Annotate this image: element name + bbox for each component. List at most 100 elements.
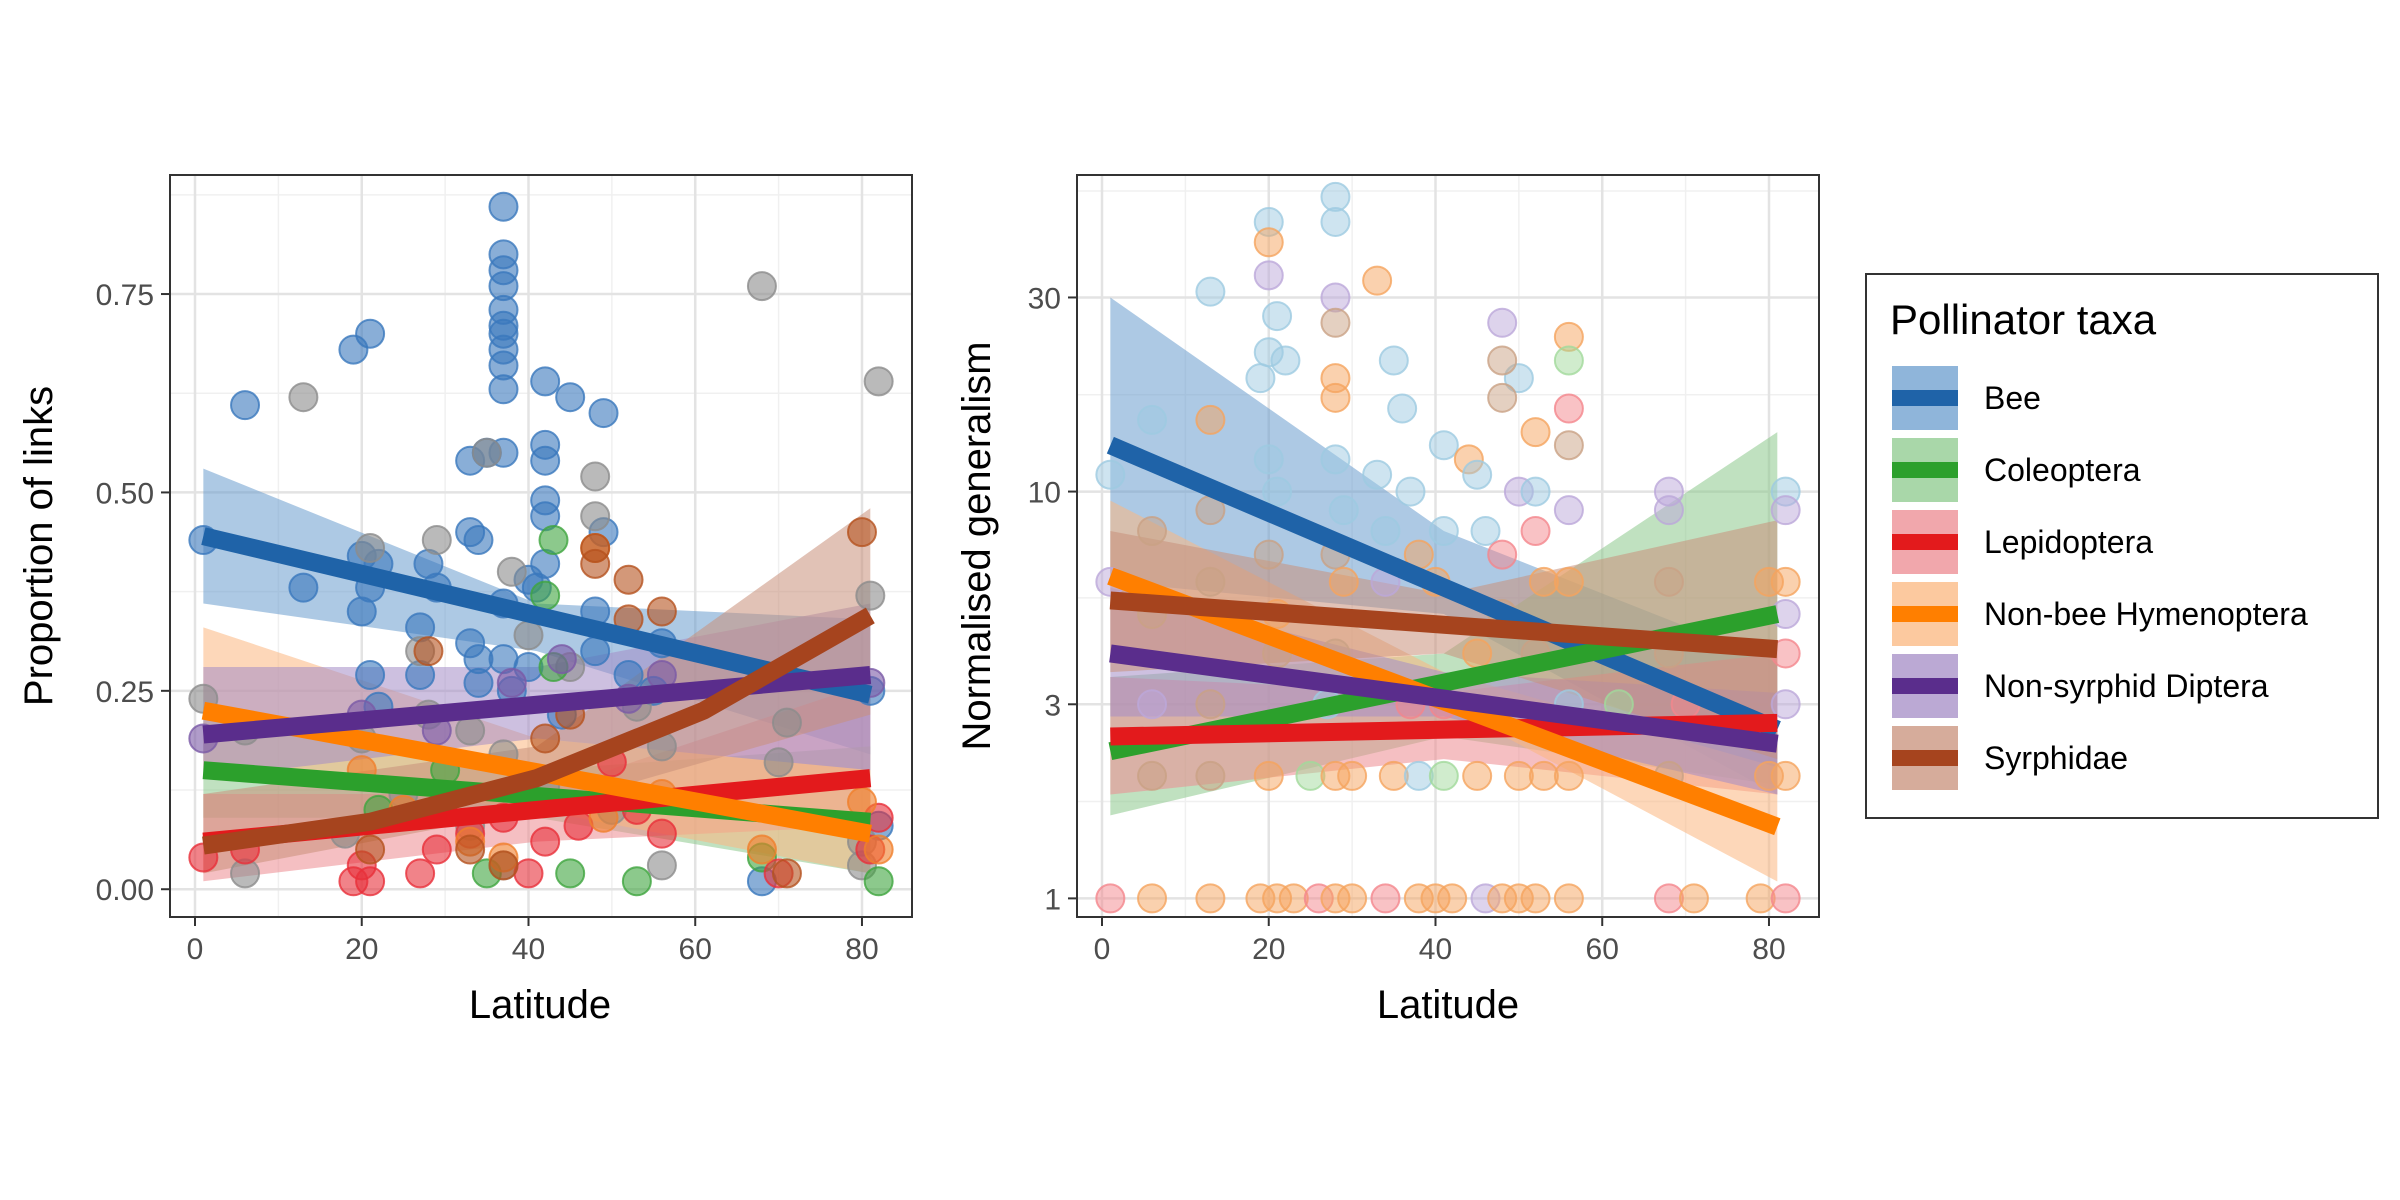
point-non-bee-hymenoptera-127	[863, 834, 894, 865]
point-non-syrphid-diptera-104	[1770, 495, 1801, 526]
panel-border-left	[169, 174, 913, 918]
point-other-67	[496, 556, 527, 587]
point-lepidoptera-106	[421, 834, 452, 865]
point-coleoptera-25	[1295, 760, 1326, 791]
point-non-bee-hymenoptera-31	[1462, 760, 1493, 791]
y-axis-title-right: Normalised generalism	[955, 341, 999, 750]
point-syrphidae-141	[613, 564, 644, 595]
point-non-bee-hymenoptera-53	[1195, 404, 1226, 435]
point-lepidoptera-104	[355, 866, 386, 897]
point-lepidoptera-95	[1520, 515, 1551, 546]
point-bee-21	[463, 667, 494, 698]
point-non-syrphid-diptera-47	[1487, 307, 1518, 338]
legend-label-non-bee-hymenoptera: Non-bee Hymenoptera	[1984, 596, 2308, 632]
point-non-bee-hymenoptera-37	[1770, 760, 1801, 791]
point-other-65	[863, 366, 894, 397]
y-tick-label-2: 10	[1028, 477, 1061, 510]
point-bee-44	[555, 382, 586, 413]
point-bee-82	[1362, 459, 1393, 490]
point-non-bee-hymenoptera-66	[1520, 417, 1551, 448]
point-syrphidae-143	[646, 596, 677, 627]
point-non-bee-hymenoptera-27	[1337, 760, 1368, 791]
point-other-63	[580, 501, 611, 532]
point-bee-2	[288, 572, 319, 603]
point-lepidoptera-21	[1770, 883, 1801, 914]
x-axis-title-right: Latitude	[1377, 983, 1519, 1027]
point-non-bee-hymenoptera-17	[1553, 883, 1584, 914]
point-bee-78	[1320, 444, 1351, 475]
point-other-60	[421, 525, 452, 556]
y-axis-title-left: Proportion of links	[17, 386, 61, 706]
x-axis-title-left: Latitude	[469, 983, 611, 1027]
point-non-bee-hymenoptera-19	[1678, 883, 1709, 914]
point-syrphidae-76	[1253, 539, 1284, 570]
point-non-bee-hymenoptera-28	[1378, 760, 1409, 791]
point-bee-41	[1320, 181, 1351, 212]
point-syrphidae-23	[1195, 760, 1226, 791]
point-non-bee-hymenoptera-2	[1195, 883, 1226, 914]
point-bee-31	[488, 374, 519, 405]
point-syrphidae-64	[1487, 345, 1518, 376]
trend-line-syrphidae	[202, 607, 875, 855]
point-other-81	[763, 747, 794, 778]
point-bee-38	[530, 366, 561, 397]
point-lepidoptera-18	[1653, 883, 1684, 914]
legend-label-non-syrphid-diptera: Non-syrphid Diptera	[1984, 668, 2269, 704]
point-bee-79	[1328, 495, 1359, 526]
x-tick-label-4: 80	[845, 933, 878, 966]
points-right	[1095, 181, 1801, 914]
point-bee-56	[1245, 363, 1276, 394]
trend-line-syrphidae	[1109, 591, 1778, 659]
point-bee-74	[1253, 444, 1284, 475]
point-other-80	[771, 707, 802, 738]
x-tick-label-0: 0	[187, 933, 204, 966]
trend-lines-right	[1106, 436, 1781, 836]
point-bee-62	[1428, 430, 1459, 461]
point-non-syrphid-diptera-100	[1653, 495, 1684, 526]
point-syrphidae-138	[530, 723, 561, 754]
point-non-bee-hymenoptera-81	[1328, 566, 1359, 597]
point-non-bee-hymenoptera-32	[1503, 760, 1534, 791]
y-tick-label-1: 3	[1044, 689, 1061, 722]
point-non-syrphid-diptera-45	[1320, 282, 1351, 313]
point-syrphidae-70	[1137, 515, 1168, 546]
point-bee-22	[488, 191, 519, 222]
point-coleoptera-30	[1428, 760, 1459, 791]
x-tick-label-3: 60	[679, 933, 712, 966]
point-syrphidae-46	[1320, 307, 1351, 338]
point-non-syrphid-diptera-132	[546, 644, 577, 675]
point-coleoptera-91	[530, 580, 561, 611]
point-lepidoptera-109	[513, 858, 544, 889]
x-tick-label-1: 20	[345, 933, 378, 966]
point-bee-40	[1320, 206, 1351, 237]
point-lepidoptera-110	[530, 826, 561, 857]
x-tick-label-2: 40	[512, 933, 545, 966]
point-syrphidae-140	[580, 548, 611, 579]
point-coleoptera-90	[538, 525, 569, 556]
point-bee-29	[1403, 760, 1434, 791]
point-non-bee-hymenoptera-59	[1320, 382, 1351, 413]
y-tick-label-0: 0.00	[96, 874, 154, 907]
point-other-68	[513, 620, 544, 651]
point-bee-45	[588, 398, 619, 429]
point-coleoptera-94	[621, 866, 652, 897]
y-ticks-left: 0.00 0.25 0.50 0.75	[96, 279, 170, 907]
point-other-64	[746, 271, 777, 302]
x-tick-label-1: 20	[1252, 933, 1285, 966]
point-syrphidae-137	[488, 850, 519, 881]
point-non-syrphid-diptera-131	[496, 667, 527, 698]
point-bee-60	[1378, 345, 1409, 376]
point-lepidoptera-0	[1095, 883, 1126, 914]
point-syrphidae-147	[355, 834, 386, 865]
point-lepidoptera-51	[1553, 393, 1584, 424]
x-tick-label-4: 80	[1752, 933, 1785, 966]
point-coleoptera-95	[555, 858, 586, 889]
legend: Pollinator taxa Bee Coleoptera Lepidoptera…	[1865, 273, 2379, 819]
point-lepidoptera-111	[563, 810, 594, 841]
point-bee-87	[1428, 515, 1459, 546]
point-bee-94	[1520, 476, 1551, 507]
x-ticks-left: 0 20 40 60 80	[187, 917, 879, 966]
legend-label-syrphidae: Syrphidae	[1984, 740, 2128, 776]
point-syrphidae-73	[1195, 566, 1226, 597]
